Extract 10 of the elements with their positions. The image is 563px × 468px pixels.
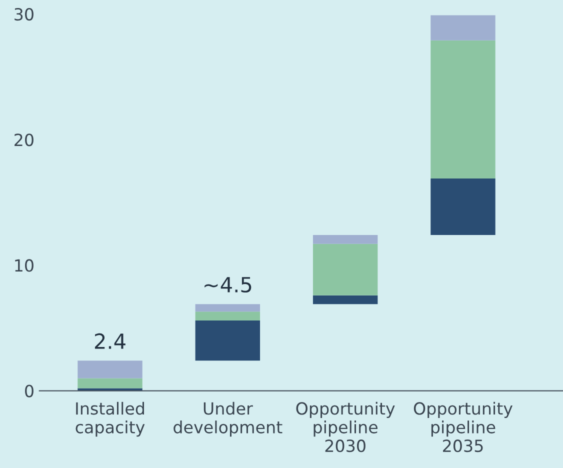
y-tick-label: 0 [25, 384, 34, 398]
total-label: 2.4 [94, 333, 126, 349]
x-tick-label: Installed capacity [76, 402, 145, 437]
y-tick-label: 20 [14, 134, 34, 146]
x-tick-label: Under development [174, 402, 282, 437]
x-tick-label: Opportunity pipeline 2035 [414, 402, 512, 452]
y-tick-label: 10 [15, 259, 34, 272]
x-tick-label: Opportunity pipeline 2030 [296, 402, 395, 452]
y-tick-label: 30 [14, 8, 34, 21]
total-label: ~4.5 [204, 277, 252, 293]
